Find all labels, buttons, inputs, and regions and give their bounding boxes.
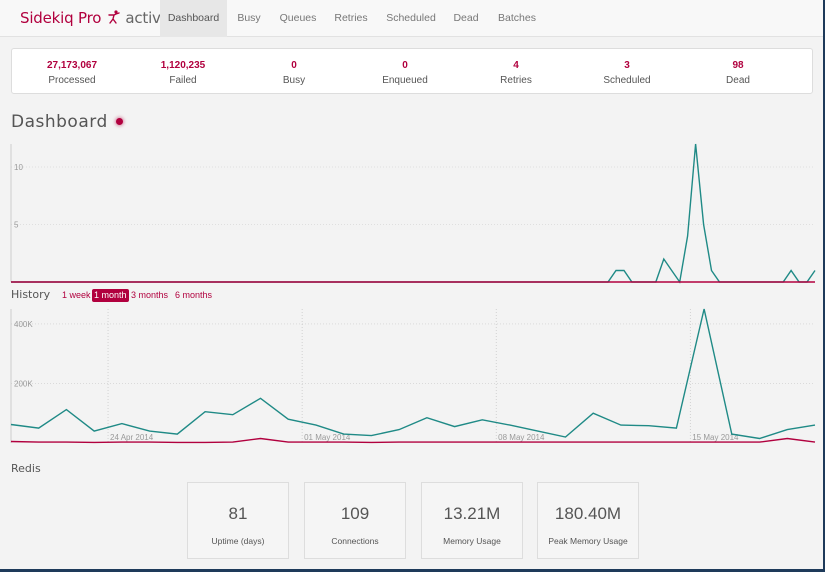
tab-queues[interactable]: Queues [279,12,317,24]
redis-stat-label: Peak Memory Usage [548,536,628,546]
brand[interactable]: Sidekiq Pro active [20,9,170,27]
tab-dead[interactable]: Dead [453,12,479,24]
redis-stat-label: Uptime (days) [211,536,265,546]
range-3-months[interactable]: 3 months [131,290,169,300]
series-processed-line [11,143,816,284]
window-edge [823,0,825,572]
stat-value: 0 [291,60,297,71]
stat-value: 27,173,067 [46,60,98,71]
tab-scheduled[interactable]: Scheduled [386,12,436,24]
live-poll-indicator-icon[interactable] [116,118,123,125]
stat-label: Processed [48,75,96,86]
redis-title: Redis [11,462,41,475]
range-1-month[interactable]: 1 month [92,289,129,302]
stat-enqueued[interactable]: 0 Enqueued [350,60,460,86]
top-navbar: Sidekiq Pro active Dashboard Busy Queues… [0,0,825,37]
stat-value: 1,120,235 [160,60,206,71]
page-title: Dashboard [11,112,108,132]
y-tick-label: 10 [14,163,23,172]
history-chart: 200K 400K 24 Apr 2014 01 May 2014 08 May 201… [10,308,816,444]
tab-batches[interactable]: Batches [498,12,536,24]
series-failed-line [10,437,816,444]
redis-stat-value: 109 [340,504,370,523]
history-title: History [11,288,51,301]
redis-peak-memory-box: 180.40M Peak Memory Usage [537,482,639,559]
stat-label: Busy [282,75,306,86]
stat-label: Enqueued [382,75,428,86]
y-tick-label: 400K [14,320,33,329]
window-edge-bottom [0,569,825,572]
tab-dashboard[interactable]: Dashboard [160,0,227,37]
redis-stat-value: 180.40M [554,504,622,523]
stat-value: 0 [402,60,408,71]
date-marker-label: 15 May 2014 [692,433,739,442]
stat-retries[interactable]: 4 Retries [461,60,571,86]
redis-connections-box: 109 Connections [304,482,406,559]
date-marker-label: 01 May 2014 [304,433,351,442]
stat-label: Dead [726,75,750,86]
stat-value: 4 [513,60,519,71]
series-processed-line [10,308,816,440]
stat-label: Failed [169,75,197,86]
stat-failed[interactable]: 1,120,235 Failed [128,60,238,86]
date-marker-label: 08 May 2014 [498,433,545,442]
range-1-week[interactable]: 1 week [62,290,91,300]
tab-busy[interactable]: Busy [237,12,261,24]
redis-stat-label: Memory Usage [443,536,501,546]
date-marker-label: 24 Apr 2014 [110,433,154,442]
redis-uptime-box: 81 Uptime (days) [187,482,289,559]
summary-bar: 27,173,067 Processed 1,120,235 Failed 0 … [11,48,813,94]
stat-dead[interactable]: 98 Dead [683,60,793,86]
range-6-months[interactable]: 6 months [175,290,213,300]
stat-busy[interactable]: 0 Busy [239,60,349,86]
redis-stat-value: 13.21M [443,504,501,523]
redis-stat-value: 81 [228,504,248,523]
stat-value: 3 [624,60,630,71]
stat-scheduled[interactable]: 3 Scheduled [572,60,682,86]
redis-memory-box: 13.21M Memory Usage [421,482,523,559]
status-label: active [125,9,170,27]
brand-name: Sidekiq Pro [20,9,102,27]
stat-label: Retries [500,75,532,86]
redis-stat-label: Connections [331,536,379,546]
y-tick-label: 5 [14,221,19,230]
realtime-chart: 5 10 [10,143,816,284]
tab-retries[interactable]: Retries [334,12,368,24]
y-tick-label: 200K [14,379,33,388]
stat-label: Scheduled [603,75,651,86]
stat-processed[interactable]: 27,173,067 Processed [17,60,127,86]
sidekiq-logo-icon [108,10,120,24]
stat-value: 98 [732,60,744,71]
